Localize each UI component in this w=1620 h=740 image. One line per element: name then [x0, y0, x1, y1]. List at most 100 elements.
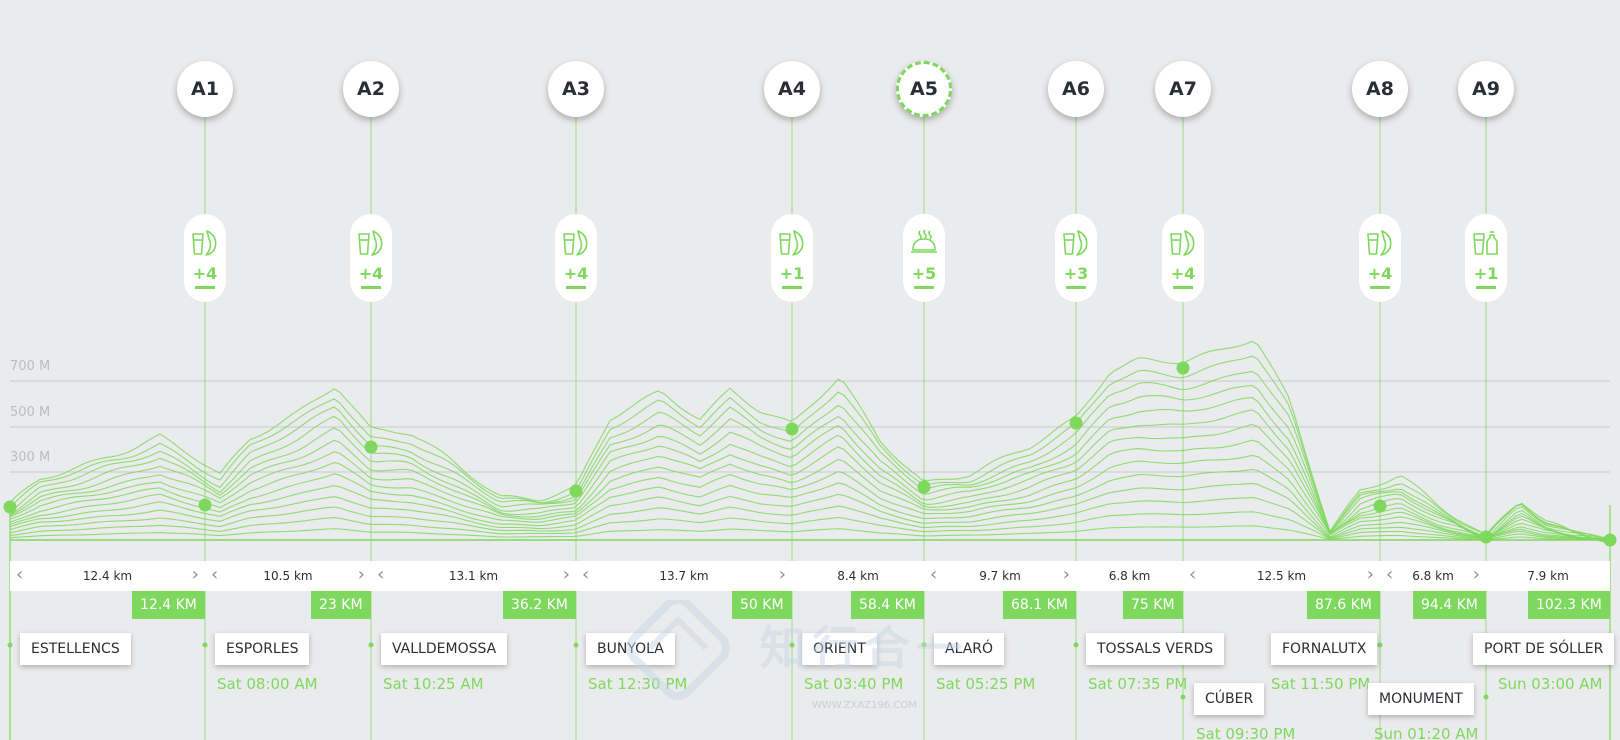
segment-distance: 13.7 km ‹ › — [576, 561, 792, 591]
profile-station-dot[interactable] — [785, 422, 799, 436]
place-label[interactable]: PORT DE SÓLLER — [1473, 633, 1615, 665]
place-marker-dot — [1180, 694, 1186, 700]
profile-station-dot[interactable] — [1176, 361, 1190, 375]
place-arrival-time: Sat 08:00 AM — [217, 675, 318, 693]
drinks-banana-icon — [358, 230, 383, 256]
place-arrival-time: Sat 10:25 AM — [383, 675, 484, 693]
place-label[interactable]: TOSSALS VERDS — [1086, 633, 1225, 665]
station-a8-button[interactable]: A8 — [1352, 61, 1408, 117]
profile-station-dot[interactable] — [1603, 533, 1617, 547]
place-label[interactable]: CÚBER — [1194, 683, 1265, 715]
supplies-pill[interactable]: +5 — [903, 214, 945, 302]
segment-distance-label: 12.5 km — [1256, 569, 1307, 583]
profile-station-dot[interactable] — [917, 480, 931, 494]
cumulative-distance-badge: 102.3 KM — [1528, 591, 1610, 619]
drinks-banana-icon — [1367, 230, 1392, 256]
drinks-banana-icon — [1170, 230, 1195, 256]
segment-distance: 8.4 km — [792, 561, 924, 591]
station-a2-button[interactable]: A2 — [343, 61, 399, 117]
place-marker-dot — [1483, 694, 1489, 700]
station-a7-button[interactable]: A7 — [1155, 61, 1211, 117]
segment-distance-label: 13.7 km — [659, 569, 709, 583]
elevation-label-700: 700 M — [10, 359, 51, 374]
chevron-right-icon[interactable]: › — [562, 564, 570, 585]
segment-distance-label: 8.4 km — [837, 569, 879, 583]
place-label[interactable]: ESTELLENCS — [20, 633, 131, 665]
supplies-count: +4 — [1170, 264, 1196, 283]
place-marker-dot — [7, 642, 13, 648]
station-a4-button[interactable]: A4 — [764, 61, 820, 117]
supplies-pill[interactable]: +4 — [350, 214, 392, 302]
chevron-right-icon[interactable]: › — [778, 564, 786, 585]
supplies-pill[interactable]: +4 — [1359, 214, 1401, 302]
place-marker-dot — [789, 642, 795, 648]
chevron-left-icon[interactable]: ‹ — [930, 564, 938, 585]
profile-station-dot[interactable] — [3, 500, 17, 514]
profile-station-dot[interactable] — [364, 440, 378, 454]
chevron-right-icon[interactable]: › — [191, 564, 199, 585]
chevron-left-icon[interactable]: ‹ — [1386, 564, 1394, 585]
chevron-left-icon[interactable]: ‹ — [582, 564, 590, 585]
cumulative-distance-badge: 36.2 KM — [503, 591, 576, 619]
supplies-count: +1 — [779, 264, 805, 283]
chevron-right-icon[interactable]: › — [1366, 564, 1374, 585]
place-label[interactable]: MONUMENT — [1368, 683, 1474, 715]
chevron-right-icon[interactable]: › — [1472, 564, 1480, 585]
supplies-count: +4 — [563, 264, 589, 283]
supplies-pill[interactable]: +4 — [555, 214, 597, 302]
segment-distance: 13.1 km ‹ › — [371, 561, 576, 591]
segment-distance: 12.5 km ‹ › — [1183, 561, 1380, 591]
segment-distance-label: 6.8 km — [1108, 569, 1151, 583]
profile-station-dot[interactable] — [1069, 416, 1083, 430]
profile-station-dot[interactable] — [569, 484, 583, 498]
drinks-banana-icon — [192, 230, 217, 256]
place-arrival-time: Sun 03:00 AM — [1498, 675, 1603, 693]
elevation-ridges — [9, 340, 1610, 543]
supplies-pill[interactable]: +4 — [184, 214, 226, 302]
segment-distance: 6.8 km — [1076, 561, 1183, 591]
segment-distance: 6.8 km ‹ › — [1380, 561, 1486, 591]
station-a9-button[interactable]: A9 — [1458, 61, 1514, 117]
hot-meal-icon — [911, 229, 937, 253]
segment-distance-label: 10.5 km — [263, 569, 313, 583]
place-label[interactable]: ESPORLES — [215, 633, 310, 665]
supplies-pill[interactable]: +1 — [771, 214, 813, 302]
segment-distance-label: 12.4 km — [82, 569, 133, 583]
profile-station-dot[interactable] — [1479, 530, 1493, 544]
segment-distance: 9.7 km ‹ › — [924, 561, 1076, 591]
chevron-right-icon[interactable]: › — [1062, 564, 1070, 585]
place-label[interactable]: FORNALUTX — [1271, 633, 1378, 665]
profile-station-dot[interactable] — [198, 498, 212, 512]
place-arrival-time: Sat 03:40 PM — [804, 675, 904, 693]
chevron-right-icon[interactable]: › — [357, 564, 365, 585]
segment-distance-label: 13.1 km — [448, 569, 499, 583]
cumulative-distance-badge: 87.6 KM — [1307, 591, 1380, 619]
cumulative-distance-badge: 50 KM — [732, 591, 792, 619]
supplies-underline — [195, 286, 215, 289]
place-label[interactable]: ALARÓ — [934, 633, 1005, 665]
supplies-pill[interactable]: +4 — [1162, 214, 1204, 302]
station-a3-button[interactable]: A3 — [548, 61, 604, 117]
cumulative-distance-badge: 75 KM — [1123, 591, 1183, 619]
chevron-left-icon[interactable]: ‹ — [16, 564, 24, 585]
supplies-underline — [361, 286, 381, 289]
supplies-count: +1 — [1473, 264, 1499, 283]
station-a6-button[interactable]: A6 — [1048, 61, 1104, 117]
chevron-left-icon[interactable]: ‹ — [1189, 564, 1197, 585]
profile-station-dot[interactable] — [1373, 499, 1387, 513]
station-a1-button[interactable]: A1 — [177, 61, 233, 117]
supplies-underline — [782, 286, 802, 289]
supplies-pill[interactable]: +1 — [1465, 214, 1507, 302]
segment-distance: 10.5 km ‹ › — [205, 561, 371, 591]
place-label[interactable]: VALLDEMOSSA — [381, 633, 508, 665]
chevron-left-icon[interactable]: ‹ — [211, 564, 219, 585]
supplies-pill[interactable]: +3 — [1055, 214, 1097, 302]
watermark-logo-icon — [626, 596, 730, 700]
chevron-left-icon[interactable]: ‹ — [377, 564, 385, 585]
place-label[interactable]: ORIENT — [802, 633, 877, 665]
station-a5-button[interactable]: A5 — [896, 61, 952, 117]
segment-distance-label: 6.8 km — [1412, 569, 1454, 583]
supplies-underline — [566, 286, 586, 289]
watermark-url: WWW.ZXAZ196.COM — [812, 700, 917, 711]
